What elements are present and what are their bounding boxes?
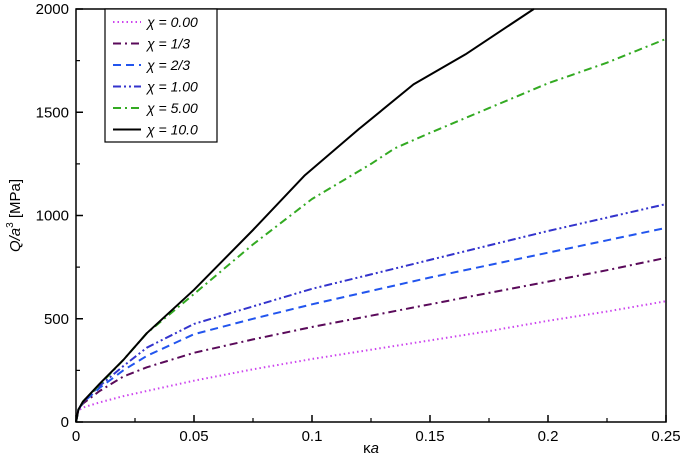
y-tick-label: 2000 [36,1,69,18]
y-tick-label: 0 [61,414,69,431]
legend-label: χ = 0.00 [145,14,198,30]
x-axis-title: κa [363,440,379,457]
y-axis: 0 500 1000 1500 2000 [36,1,83,431]
series-line-3 [75,203,667,423]
legend-label: χ = 5.00 [145,100,198,116]
x-axis-title-italic: a [371,440,379,457]
x-tick-label: 0.05 [179,428,208,445]
x-tick-label: 0 [72,428,80,445]
x-tick-label: 0.15 [415,428,444,445]
legend: χ = 0.00 χ = 1/3 χ = 2/3 χ = 1.00 χ = 5.00 χ … [104,8,218,143]
series-line-0 [75,300,667,423]
x-axis: 0 0.05 0.1 0.15 0.2 0.25 [72,415,681,445]
legend-items: χ = 0.00 χ = 1/3 χ = 2/3 χ = 1.00 χ = 5.00 χ … [113,14,198,138]
y-axis-title-superscript: 3 [5,222,16,228]
legend-label: χ = 2/3 [145,57,190,73]
legend-label: χ = 1/3 [145,36,190,52]
series-line-2 [75,226,667,423]
x-tick-label: 0.2 [538,428,559,445]
x-tick-label: 0.1 [302,428,323,445]
y-tick-label: 1000 [36,208,69,225]
y-axis-title: Q/a3 [MPa] [5,179,24,252]
y-axis-title-unit: [MPa] [7,179,24,222]
legend-label: χ = 1.00 [145,79,198,95]
y-tick-label: 1500 [36,104,69,121]
legend-box [104,8,218,143]
x-axis-title-main: κ [363,440,371,457]
series-lines [75,8,667,423]
y-axis-title-main: Q/a [7,228,24,252]
series-line-1 [75,256,667,423]
series-line-4 [75,37,667,423]
legend-label: χ = 10.0 [145,122,198,138]
y-tick-label: 500 [44,311,69,328]
series-line-5 [75,8,535,423]
x-tick-label: 0.25 [651,428,680,445]
